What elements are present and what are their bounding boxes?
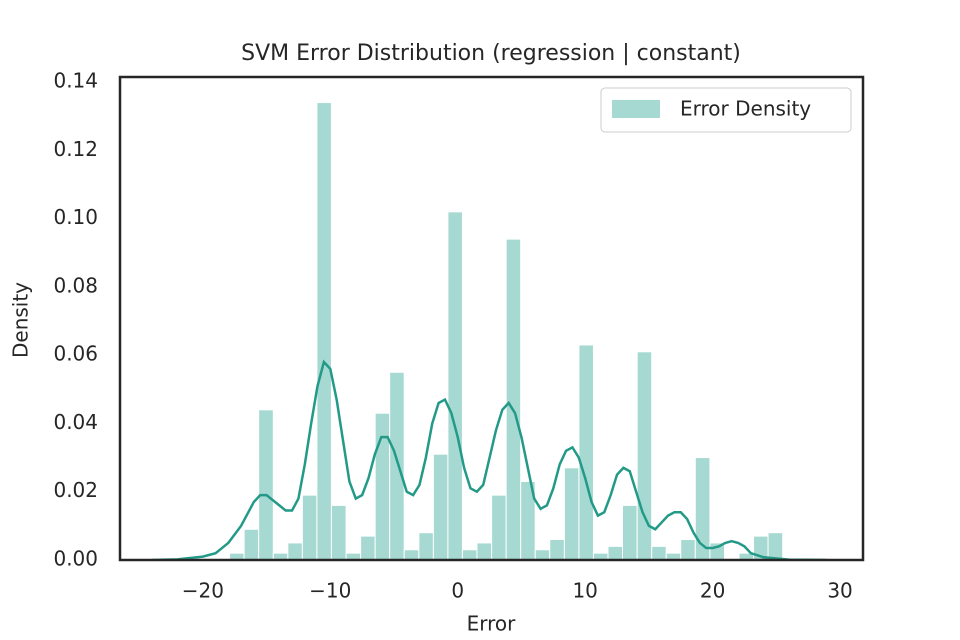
x-tick-label: −10 [309, 579, 351, 603]
y-tick-label: 0.04 [53, 410, 98, 434]
y-tick-label: 0.08 [53, 273, 98, 297]
legend-swatch [612, 100, 660, 118]
x-axis-label: Error [467, 612, 517, 636]
histogram-bar [636, 351, 653, 560]
x-tick-label: 20 [700, 579, 725, 603]
histogram-bar [578, 344, 594, 560]
histogram-bar [389, 371, 405, 560]
legend-box [600, 87, 852, 133]
y-tick-label: 0.00 [53, 547, 98, 571]
x-tick-label: 0 [451, 579, 464, 603]
y-tick-label: 0.02 [53, 478, 98, 502]
histogram-bar [505, 238, 522, 560]
y-tick-label: 0.14 [53, 69, 98, 93]
y-axis-label: Density [9, 282, 33, 358]
histogram-bar [651, 545, 667, 560]
x-tick-label: −20 [182, 579, 224, 603]
histogram-bar [316, 102, 332, 560]
histogram-bar [491, 494, 507, 560]
kde-line [151, 359, 828, 560]
histogram-bar [461, 549, 478, 560]
histogram-bar [447, 211, 463, 560]
y-tick-label: 0.06 [53, 342, 98, 366]
histogram-bar [258, 409, 274, 560]
histogram-bar [607, 545, 624, 560]
y-tick-label: 0.12 [53, 137, 98, 161]
histogram-bar [520, 480, 536, 560]
x-tick-label: 10 [572, 579, 597, 603]
histogram-bar [360, 535, 376, 560]
histogram-bar [622, 504, 638, 560]
plot [151, 102, 828, 560]
histogram-bar [534, 549, 551, 560]
x-tick-label: 30 [827, 579, 852, 603]
histogram-bar [563, 467, 580, 560]
histogram-bar [767, 532, 784, 560]
histogram-bar [549, 539, 565, 560]
histogram-bar [680, 539, 696, 560]
plot-frame [118, 75, 865, 562]
y-tick-label: 0.10 [53, 205, 98, 229]
histogram-bar [432, 453, 449, 560]
legend-label: Error Density [680, 97, 811, 121]
histogram-bar [374, 412, 391, 560]
histogram-bar [301, 494, 318, 560]
histogram-bar [287, 542, 303, 560]
histogram-bar [243, 528, 260, 560]
histogram-bar [403, 549, 420, 560]
chart-title: SVM Error Distribution (regression | con… [241, 41, 741, 66]
histogram-bar [330, 504, 347, 560]
histogram-bar [476, 542, 493, 560]
histogram-bar [418, 532, 434, 560]
